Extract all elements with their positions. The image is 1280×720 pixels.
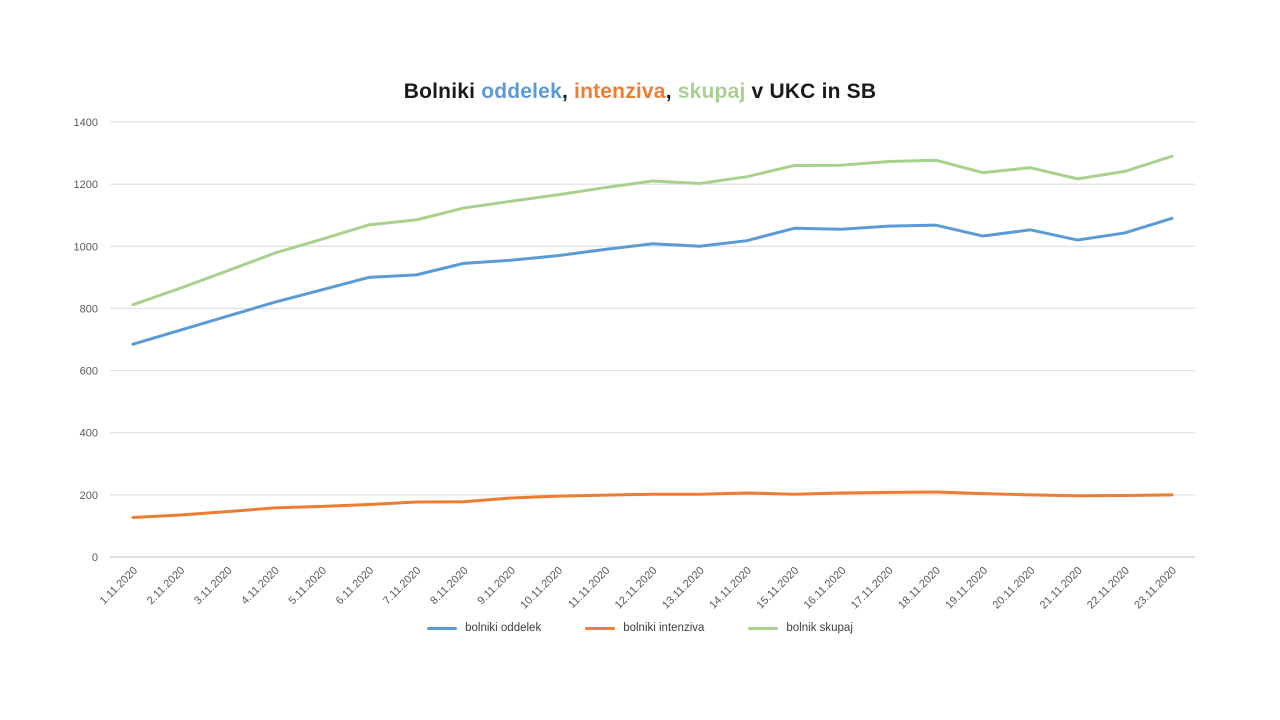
legend-line-swatch xyxy=(748,626,779,630)
x-axis-label-group: 11.11.2020 xyxy=(566,565,612,611)
x-axis-label: 8.11.2020 xyxy=(428,565,471,608)
x-axis-label-group: 3.11.2020 xyxy=(192,565,235,608)
series-line-bolnik-skupaj xyxy=(131,154,1174,307)
title-part: , xyxy=(665,80,678,103)
legend-item: bolniki intenziva xyxy=(585,622,704,634)
y-axis-label: 0 xyxy=(92,552,98,564)
x-axis-label-group: 6.11.2020 xyxy=(334,565,377,608)
x-axis-label-group: 21.11.2020 xyxy=(1038,565,1085,612)
x-axis-label-group: 10.11.2020 xyxy=(518,565,565,612)
x-axis-label-group: 17.11.2020 xyxy=(849,565,896,612)
title-part: , xyxy=(561,80,575,103)
x-axis-label-group: 7.11.2020 xyxy=(381,565,424,608)
x-axis-label-group: 5.11.2020 xyxy=(287,565,330,608)
y-axis-label: 400 xyxy=(80,428,98,440)
x-axis-label-group: 19.11.2020 xyxy=(943,565,990,612)
series-line-bolniki-intenziva xyxy=(131,490,1174,520)
x-axis-label: 17.11.2020 xyxy=(849,565,896,612)
x-axis-label: 15.11.2020 xyxy=(754,565,801,612)
y-axis-label: 200 xyxy=(80,490,98,502)
x-axis-label: 11.11.2020 xyxy=(566,565,612,611)
title-part: Bolniki xyxy=(403,80,482,103)
y-axis-label: 1400 xyxy=(74,117,98,129)
x-axis-label: 7.11.2020 xyxy=(381,565,424,608)
x-axis-label: 9.11.2020 xyxy=(475,565,518,608)
x-axis-label-group: 2.11.2020 xyxy=(145,565,188,608)
y-axis-label: 600 xyxy=(80,366,98,378)
y-axis-label: 1200 xyxy=(74,179,98,191)
x-axis-label: 12.11.2020 xyxy=(613,565,660,612)
x-axis-label: 20.11.2020 xyxy=(991,565,1038,612)
x-axis-label-group: 14.11.2020 xyxy=(707,565,754,612)
x-axis-label: 16.11.2020 xyxy=(802,565,849,612)
legend-item: bolnik skupaj xyxy=(748,622,853,634)
series-line-bolniki-oddelek xyxy=(131,216,1174,346)
legend-line-swatch xyxy=(427,626,458,630)
legend-line-swatch xyxy=(585,626,616,630)
x-axis-label-group: 22.11.2020 xyxy=(1085,565,1132,612)
x-axis-label-group: 16.11.2020 xyxy=(802,565,849,612)
x-axis-label-group: 23.11.2020 xyxy=(1132,565,1179,612)
x-axis-label: 13.11.2020 xyxy=(660,565,707,612)
x-axis-label-group: 13.11.2020 xyxy=(660,565,707,612)
x-axis-label-group: 8.11.2020 xyxy=(428,565,471,608)
x-axis-label: 18.11.2020 xyxy=(896,565,943,612)
x-axis-label-group: 18.11.2020 xyxy=(896,565,943,612)
title-part: intenziva xyxy=(574,80,666,103)
x-axis-label-group: 1.11.2020 xyxy=(98,565,141,608)
chart-title: Bolniki oddelek, intenziva, skupaj v UKC… xyxy=(0,80,1280,104)
y-axis-label: 1000 xyxy=(74,241,98,253)
x-axis-label: 5.11.2020 xyxy=(287,565,330,608)
x-axis-label: 4.11.2020 xyxy=(239,565,282,608)
x-axis-label: 22.11.2020 xyxy=(1085,565,1132,612)
x-axis-label: 1.11.2020 xyxy=(98,565,141,608)
y-axis-label: 800 xyxy=(80,303,98,315)
title-part: oddelek xyxy=(481,80,562,103)
x-axis-label-group: 20.11.2020 xyxy=(991,565,1038,612)
legend-label: bolniki oddelek xyxy=(465,622,542,634)
x-axis-label-group: 12.11.2020 xyxy=(613,565,660,612)
x-axis-label: 10.11.2020 xyxy=(518,565,565,612)
x-axis-label: 2.11.2020 xyxy=(145,565,188,608)
chart-legend: bolniki oddelek bolniki intenziva bolnik s… xyxy=(0,622,1280,634)
x-axis-label-group: 9.11.2020 xyxy=(475,565,518,608)
legend-item: bolniki oddelek xyxy=(427,622,541,634)
legend-label: bolniki intenziva xyxy=(623,622,705,634)
x-axis-label: 21.11.2020 xyxy=(1038,565,1085,612)
x-axis-label: 6.11.2020 xyxy=(334,565,377,608)
x-axis-label: 19.11.2020 xyxy=(943,565,990,612)
title-part: skupaj xyxy=(677,80,746,103)
x-axis-label-group: 15.11.2020 xyxy=(754,565,801,612)
x-axis-label: 23.11.2020 xyxy=(1132,565,1179,612)
title-part: v UKC in SB xyxy=(745,80,877,103)
x-axis-label-group: 4.11.2020 xyxy=(239,565,282,608)
legend-label: bolnik skupaj xyxy=(786,622,853,634)
x-axis-label: 3.11.2020 xyxy=(192,565,235,608)
x-axis-label: 14.11.2020 xyxy=(707,565,754,612)
